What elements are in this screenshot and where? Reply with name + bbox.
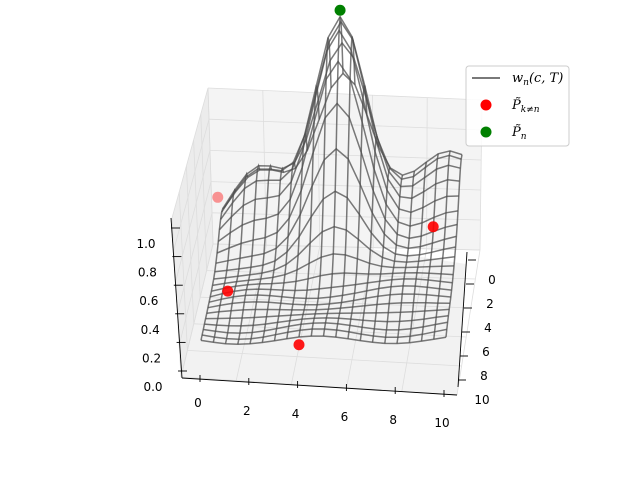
y-tick-label: 8 [480, 369, 488, 383]
floor-grid-y [212, 243, 481, 251]
surface-line-x [200, 207, 225, 341]
surface-line-x [384, 175, 404, 344]
z-tick-label: 0.0 [143, 380, 162, 394]
floor-grid-y [206, 270, 476, 280]
x-tick-label: 2 [243, 404, 251, 418]
surface-line-x [371, 167, 391, 343]
legend-red-dot-icon [480, 99, 492, 111]
surface-line-x [408, 161, 428, 343]
back-grid-x [426, 97, 428, 249]
surface-line-x [310, 37, 332, 337]
x-tick-label: 8 [389, 413, 397, 427]
red-marker [427, 221, 439, 233]
z-tick-label: 0.8 [138, 266, 157, 280]
left-grid-y [193, 139, 201, 298]
back-grid-x [317, 92, 321, 247]
x-axis-line [181, 377, 458, 396]
back-grid-z [209, 150, 482, 161]
z-tick-label: 0.2 [142, 351, 161, 365]
floor-grid-x [235, 245, 267, 381]
left-grid-y [200, 113, 207, 271]
surface-line-x [396, 170, 416, 344]
red-marker [293, 339, 305, 351]
x-tick-label: 10 [434, 416, 449, 430]
z-tick-label: 0.6 [139, 294, 158, 308]
data-markers [212, 4, 439, 351]
back-grid-z [208, 118, 482, 131]
legend-green-dot-icon [480, 126, 492, 138]
axis-ticks: 0 2 4 6 8 10 0 2 4 6 8 10 0.0 0.2 0.4 0.6 0.8 1.0 [136, 227, 496, 430]
legend: wn(c, T) P̃k≠n P̃n [465, 65, 570, 147]
x-tick-label: 0 [194, 396, 202, 410]
left-grid-y [207, 87, 214, 245]
surface-line-x [286, 131, 309, 339]
y-tick-label: 10 [474, 393, 489, 407]
y-tick-label: 0 [488, 273, 496, 287]
left-grid-y [178, 191, 188, 351]
surface-line-x [420, 153, 439, 342]
red-marker [212, 191, 224, 203]
x-tick-label: 6 [341, 410, 349, 424]
surface-line-x [273, 161, 297, 341]
floor-grid-x [180, 243, 214, 378]
x-tick-label: 4 [292, 407, 300, 421]
surface-line-x [237, 163, 261, 345]
red-marker [222, 285, 234, 297]
back-grid-z [207, 87, 483, 101]
legend-box [465, 65, 570, 147]
z-axis-line [170, 217, 183, 379]
floor-grid-x [291, 246, 321, 385]
axis-lines [170, 217, 468, 396]
floor-grid-x [456, 249, 481, 396]
surface-line-x [249, 163, 273, 344]
surface-line-x [335, 36, 356, 338]
legend-surface-label: wn(c, T) [512, 71, 563, 88]
surface-line-x [445, 154, 463, 338]
surface-line-x [224, 171, 249, 344]
surface-line-x [322, 16, 344, 337]
y-tick-label: 2 [486, 297, 494, 311]
left-grid-z [178, 212, 213, 346]
surface-line-x [359, 133, 380, 341]
surface-line-x [298, 84, 320, 338]
y-tick-label: 6 [482, 345, 490, 359]
green-marker [334, 4, 346, 16]
z-tick-label: 1.0 [136, 237, 155, 251]
left-grid-z [171, 87, 209, 219]
z-tick-label: 0.4 [141, 323, 160, 337]
surface-line-x [261, 166, 285, 343]
surface-line-x [347, 85, 368, 339]
floor-pane [172, 218, 466, 395]
left-grid-z [177, 181, 212, 314]
surface-line-x [433, 150, 451, 340]
floor-grid-y [187, 350, 462, 367]
y-tick-label: 4 [484, 321, 492, 335]
back-pane [208, 88, 482, 250]
surface-wireframe [200, 15, 463, 345]
y-axis-line [457, 251, 468, 388]
left-grid-y [186, 165, 195, 324]
surface-line-x [212, 188, 237, 343]
left-grid-z [175, 150, 211, 282]
